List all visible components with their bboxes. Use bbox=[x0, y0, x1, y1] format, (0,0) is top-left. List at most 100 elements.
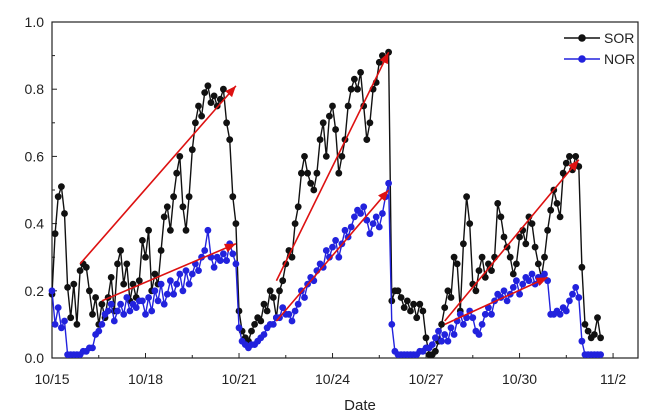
data-point bbox=[58, 183, 65, 191]
data-point bbox=[67, 314, 75, 322]
data-point bbox=[157, 280, 165, 288]
trend-arrow-line bbox=[101, 243, 237, 302]
trend-arrow-line bbox=[275, 189, 390, 322]
data-point bbox=[503, 297, 511, 305]
data-point bbox=[450, 331, 458, 338]
data-point bbox=[519, 280, 527, 288]
trend-arrow bbox=[444, 159, 580, 322]
data-point bbox=[307, 179, 315, 187]
data-point bbox=[562, 307, 570, 315]
data-point bbox=[578, 263, 586, 271]
data-point bbox=[410, 300, 417, 308]
data-point bbox=[170, 290, 178, 298]
data-point bbox=[400, 304, 408, 311]
x-tick-labels: 10/15 10/18 10/21 10/24 10/27 10/30 11/2 bbox=[34, 371, 626, 387]
data-point bbox=[145, 294, 153, 301]
data-point bbox=[301, 294, 308, 301]
data-point bbox=[500, 287, 508, 295]
data-point bbox=[394, 287, 402, 295]
data-point bbox=[572, 153, 580, 160]
trend-arrow-line bbox=[79, 85, 237, 265]
data-point bbox=[407, 307, 414, 315]
data-point bbox=[450, 253, 458, 261]
legend-label: NOR bbox=[604, 51, 635, 67]
trend-arrow bbox=[275, 189, 390, 322]
data-point bbox=[198, 112, 206, 120]
data-point bbox=[223, 119, 231, 127]
data-point bbox=[329, 243, 336, 251]
data-point bbox=[107, 300, 115, 308]
data-point bbox=[322, 247, 330, 254]
data-point bbox=[54, 193, 62, 201]
data-point bbox=[298, 169, 305, 177]
data-point bbox=[335, 253, 343, 261]
data-point bbox=[460, 240, 467, 248]
data-point bbox=[276, 287, 283, 295]
data-point bbox=[516, 290, 523, 298]
data-point bbox=[528, 270, 536, 278]
data-point bbox=[332, 126, 339, 133]
data-point bbox=[500, 233, 508, 241]
data-point bbox=[179, 203, 187, 211]
data-point bbox=[279, 277, 287, 285]
data-point bbox=[581, 321, 589, 328]
data-point bbox=[441, 331, 449, 338]
data-point bbox=[176, 270, 184, 278]
series-layer bbox=[48, 48, 604, 358]
data-point bbox=[163, 203, 171, 211]
data-point bbox=[509, 284, 517, 291]
data-point bbox=[597, 351, 604, 358]
data-point bbox=[559, 169, 567, 177]
data-point bbox=[453, 260, 461, 268]
data-point bbox=[294, 300, 302, 308]
data-point bbox=[435, 327, 442, 335]
data-point bbox=[375, 223, 383, 231]
data-point bbox=[226, 136, 234, 144]
data-point bbox=[528, 220, 536, 228]
data-point bbox=[120, 310, 128, 318]
data-point bbox=[291, 220, 299, 228]
data-point bbox=[547, 206, 555, 214]
data-point bbox=[132, 304, 140, 311]
data-point bbox=[176, 153, 184, 160]
data-point bbox=[310, 186, 318, 194]
data-point bbox=[506, 253, 514, 261]
data-point bbox=[167, 277, 174, 285]
x-tick-label: 10/15 bbox=[34, 371, 69, 387]
data-point bbox=[494, 200, 502, 207]
data-point bbox=[432, 347, 439, 355]
trend-arrow bbox=[79, 85, 237, 265]
data-point bbox=[48, 287, 56, 295]
data-point bbox=[344, 102, 352, 110]
data-point bbox=[148, 307, 156, 315]
data-point bbox=[145, 226, 153, 234]
trend-arrow-head bbox=[378, 190, 389, 202]
trend-arrow-head bbox=[379, 52, 389, 65]
data-point bbox=[475, 331, 483, 338]
data-point bbox=[575, 294, 583, 301]
data-point bbox=[447, 294, 455, 301]
data-point bbox=[357, 69, 364, 76]
data-point bbox=[61, 210, 68, 217]
data-point bbox=[553, 200, 561, 207]
series-nor bbox=[48, 179, 604, 358]
y-tick-label: 0.0 bbox=[25, 350, 45, 366]
data-point bbox=[235, 324, 243, 332]
data-point bbox=[438, 321, 445, 328]
data-point bbox=[594, 314, 601, 322]
data-point bbox=[444, 337, 452, 345]
data-point bbox=[260, 300, 268, 308]
data-point bbox=[509, 270, 517, 278]
data-point bbox=[369, 220, 377, 228]
data-point bbox=[354, 85, 361, 93]
data-point bbox=[154, 297, 162, 305]
data-point bbox=[385, 179, 392, 187]
y-tick-labels: 0.0 0.2 0.4 0.6 0.8 1.0 bbox=[25, 14, 45, 366]
data-point bbox=[597, 334, 604, 342]
data-point bbox=[478, 321, 486, 328]
data-point bbox=[428, 341, 436, 348]
data-point bbox=[541, 253, 548, 261]
data-point bbox=[210, 263, 218, 271]
data-point bbox=[82, 263, 90, 271]
data-point bbox=[562, 159, 570, 167]
